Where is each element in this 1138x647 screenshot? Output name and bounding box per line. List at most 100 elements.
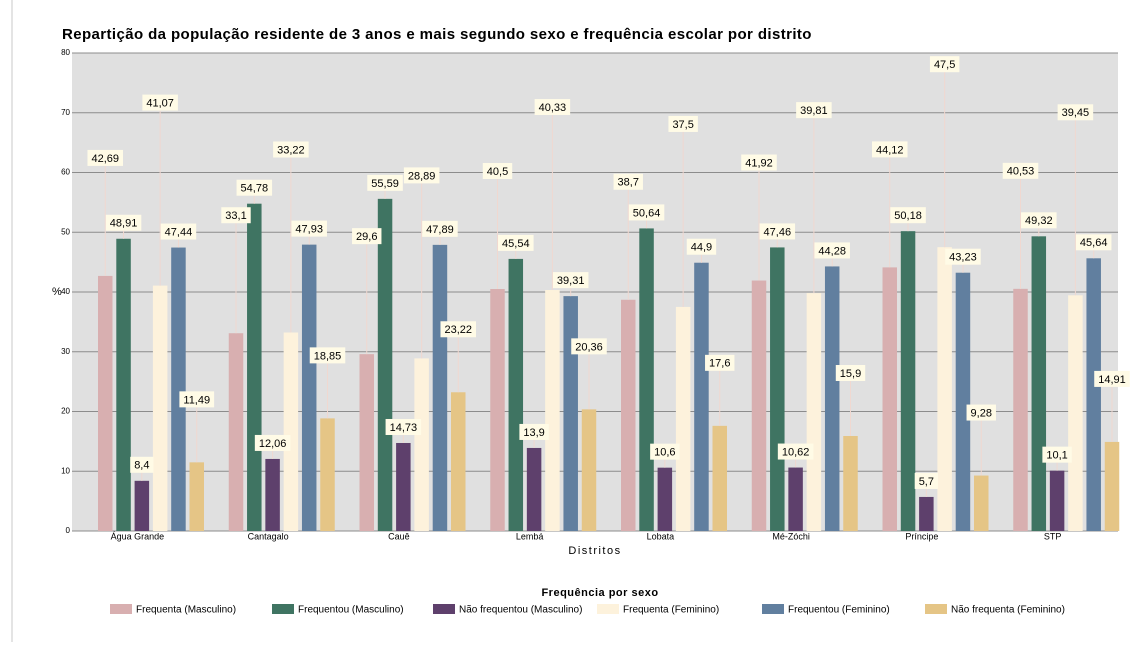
data-label: 50,64 bbox=[633, 207, 661, 219]
data-label: 38,7 bbox=[618, 177, 639, 189]
data-label: 55,59 bbox=[371, 178, 399, 190]
data-label: 17,6 bbox=[709, 358, 730, 370]
label-box bbox=[966, 404, 996, 421]
data-label: 54,78 bbox=[241, 183, 269, 195]
legend-label: Frequentou (Feminino) bbox=[788, 605, 890, 616]
bar bbox=[563, 296, 578, 531]
label-box bbox=[309, 347, 346, 364]
bar bbox=[751, 280, 767, 531]
label-box bbox=[142, 94, 178, 111]
label-box bbox=[160, 223, 197, 240]
bar bbox=[247, 203, 262, 531]
label-box bbox=[871, 141, 908, 158]
data-label: 42,69 bbox=[91, 153, 119, 165]
bar bbox=[675, 306, 691, 531]
legend-swatch bbox=[433, 604, 455, 614]
y-tick-label: 60 bbox=[61, 168, 70, 177]
bar bbox=[1068, 295, 1083, 531]
data-label: 13,9 bbox=[523, 427, 544, 439]
data-label: 40,5 bbox=[487, 166, 508, 178]
data-label: 44,9 bbox=[691, 242, 712, 254]
bar bbox=[171, 247, 186, 531]
bar bbox=[843, 435, 858, 531]
label-box bbox=[1094, 370, 1130, 387]
bar bbox=[490, 289, 505, 531]
data-label: 47,89 bbox=[426, 224, 454, 236]
bar bbox=[134, 480, 150, 531]
label-box bbox=[105, 214, 142, 231]
data-label: 50,18 bbox=[894, 210, 922, 222]
data-label: 45,64 bbox=[1080, 237, 1108, 249]
bar bbox=[283, 332, 299, 531]
y-tick-label: 20 bbox=[61, 407, 70, 416]
label-box bbox=[179, 391, 215, 408]
data-label: 14,73 bbox=[390, 422, 418, 434]
bar bbox=[152, 285, 168, 531]
y-tick-label: 10 bbox=[61, 466, 70, 475]
label-box bbox=[814, 242, 850, 259]
bar bbox=[1049, 470, 1065, 531]
legend-swatch bbox=[762, 604, 784, 614]
label-box bbox=[352, 228, 382, 245]
label-box bbox=[668, 115, 698, 132]
x-tick-label: Cauê bbox=[388, 531, 410, 541]
y-axis-label: % bbox=[52, 286, 62, 298]
label-box bbox=[403, 167, 440, 184]
data-label: 47,5 bbox=[934, 59, 955, 71]
y-tick-label: 80 bbox=[61, 48, 70, 57]
data-label: 23,22 bbox=[444, 324, 472, 336]
data-label: 48,91 bbox=[110, 218, 138, 230]
label-box bbox=[422, 220, 458, 237]
bar bbox=[377, 198, 393, 532]
bar bbox=[545, 290, 560, 531]
label-box bbox=[87, 149, 124, 166]
label-box bbox=[498, 234, 534, 251]
bar bbox=[414, 358, 429, 531]
legend-label: Não frequentou (Masculino) bbox=[459, 605, 582, 616]
x-axis-label: Distritos bbox=[568, 545, 621, 557]
bar bbox=[359, 354, 374, 531]
label-box bbox=[440, 321, 477, 338]
data-label: 45,54 bbox=[502, 238, 530, 250]
bar bbox=[98, 275, 113, 531]
label-box bbox=[945, 248, 981, 265]
data-label: 8,4 bbox=[134, 460, 149, 472]
label-box bbox=[1021, 212, 1057, 229]
bar bbox=[1086, 258, 1101, 531]
data-label: 10,62 bbox=[782, 446, 810, 458]
bar bbox=[770, 247, 785, 531]
data-label: 15,9 bbox=[840, 368, 861, 380]
bar bbox=[882, 267, 897, 531]
legend-label: Frequenta (Masculino) bbox=[136, 605, 236, 616]
y-tick-label: 0 bbox=[66, 526, 71, 535]
bar bbox=[937, 247, 952, 531]
bar bbox=[265, 458, 280, 531]
data-label: 29,6 bbox=[356, 231, 377, 243]
bar bbox=[694, 262, 709, 531]
legend-title: Frequência por sexo bbox=[541, 587, 658, 599]
label-box bbox=[1002, 162, 1039, 179]
label-box bbox=[1057, 104, 1094, 121]
label-box bbox=[686, 238, 717, 255]
bar bbox=[788, 467, 803, 531]
y-tick-label: 70 bbox=[61, 108, 70, 117]
bar bbox=[657, 467, 673, 531]
label-box bbox=[130, 456, 154, 473]
legend-label: Não frequenta (Feminino) bbox=[951, 605, 1065, 616]
label-box bbox=[221, 207, 251, 224]
data-label: 14,91 bbox=[1098, 374, 1126, 386]
bar bbox=[581, 409, 597, 531]
data-label: 11,49 bbox=[183, 394, 210, 406]
label-box bbox=[254, 434, 291, 451]
data-label: 10,1 bbox=[1046, 450, 1067, 462]
label-box bbox=[777, 443, 814, 460]
data-label: 33,22 bbox=[277, 144, 305, 156]
label-box bbox=[571, 338, 607, 355]
label-box bbox=[1042, 446, 1072, 463]
data-label: 39,31 bbox=[557, 275, 585, 287]
legend-swatch bbox=[272, 604, 294, 614]
data-label: 39,81 bbox=[800, 105, 828, 117]
label-box bbox=[236, 179, 273, 196]
x-tick-label: STP bbox=[1044, 531, 1062, 541]
bar bbox=[900, 231, 916, 531]
